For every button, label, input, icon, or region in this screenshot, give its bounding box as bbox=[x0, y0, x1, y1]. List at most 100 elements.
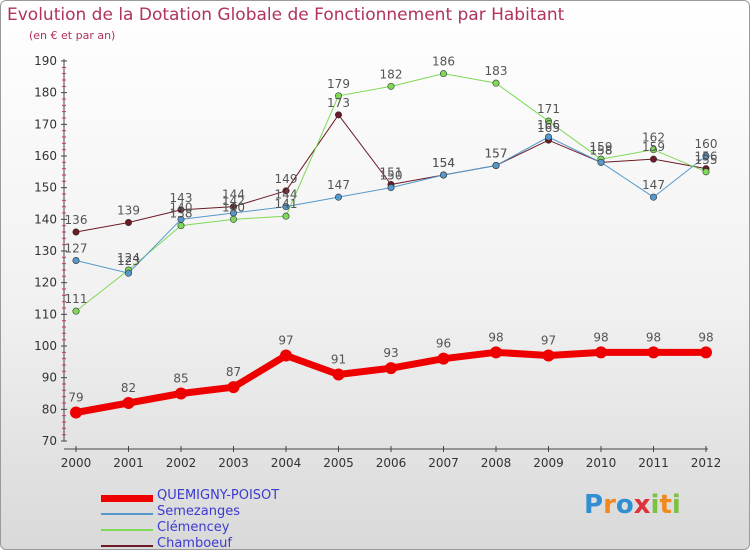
data-label: 159 bbox=[642, 140, 665, 154]
data-point bbox=[492, 79, 500, 87]
data-point bbox=[492, 162, 500, 170]
data-point bbox=[282, 203, 290, 211]
data-point bbox=[280, 349, 292, 362]
data-label: 141 bbox=[275, 197, 298, 211]
data-point bbox=[177, 206, 185, 214]
data-point bbox=[230, 209, 238, 217]
logo-letter: P bbox=[584, 490, 604, 520]
data-label: 140 bbox=[170, 200, 193, 214]
data-label: 160 bbox=[695, 137, 718, 151]
data-point bbox=[230, 215, 238, 223]
data-label: 159 bbox=[590, 140, 613, 154]
data-label: 111 bbox=[65, 292, 88, 306]
data-label: 79 bbox=[68, 391, 83, 405]
data-label: 158 bbox=[590, 143, 613, 157]
data-point bbox=[700, 346, 712, 359]
x-tick-label: 2004 bbox=[271, 456, 302, 470]
data-label: 155 bbox=[695, 153, 718, 167]
data-label: 98 bbox=[698, 330, 713, 344]
x-tick-label: 2009 bbox=[533, 456, 564, 470]
data-point bbox=[125, 219, 133, 227]
x-tick-label: 2005 bbox=[323, 456, 354, 470]
data-point bbox=[385, 362, 397, 375]
data-label: 158 bbox=[590, 143, 613, 157]
legend-label: Semezanges bbox=[157, 504, 240, 519]
data-label: 147 bbox=[327, 178, 350, 192]
logo-letter: o bbox=[615, 490, 634, 520]
data-point bbox=[439, 70, 447, 78]
x-tick-label: 2002 bbox=[166, 456, 197, 470]
data-label: 138 bbox=[170, 207, 193, 221]
data-point bbox=[542, 349, 555, 362]
data-point bbox=[649, 155, 657, 163]
data-point bbox=[334, 193, 342, 201]
legend-label: Clémencey bbox=[157, 520, 230, 535]
logo-letter: i bbox=[671, 490, 681, 520]
data-label: 139 bbox=[117, 204, 140, 218]
x-tick-label: 2011 bbox=[638, 456, 669, 470]
data-label: 162 bbox=[642, 131, 665, 145]
y-tick-label: 90 bbox=[42, 371, 57, 385]
y-tick-label: 190 bbox=[34, 54, 57, 68]
data-label: 147 bbox=[642, 178, 665, 192]
data-label: 157 bbox=[485, 147, 508, 161]
x-tick-label: 2006 bbox=[376, 456, 407, 470]
data-point bbox=[122, 397, 135, 409]
legend-swatch bbox=[101, 545, 153, 547]
axes: 70 80 90 100 110 120 130 140 150 160 170 180 190 2000… bbox=[34, 54, 721, 470]
data-point bbox=[544, 133, 552, 141]
data-label: 144 bbox=[275, 188, 298, 202]
data-label: 127 bbox=[65, 242, 88, 256]
x-tick-label: 2003 bbox=[218, 456, 249, 470]
data-point bbox=[597, 158, 605, 166]
legend-item: QUEMIGNY-POISOT bbox=[101, 488, 401, 506]
legend-swatch bbox=[101, 529, 153, 531]
logo-letter: i bbox=[650, 490, 660, 520]
data-label: 98 bbox=[646, 330, 661, 344]
data-point bbox=[334, 92, 342, 100]
data-label: 154 bbox=[432, 156, 455, 170]
data-point bbox=[334, 111, 342, 119]
data-label: 85 bbox=[173, 372, 188, 386]
data-label: 186 bbox=[432, 55, 455, 69]
data-point bbox=[702, 152, 710, 160]
data-point bbox=[177, 215, 185, 223]
data-label: 171 bbox=[537, 102, 560, 116]
legend-swatch bbox=[101, 494, 153, 502]
data-point bbox=[72, 307, 80, 315]
data-label: 98 bbox=[593, 330, 608, 344]
y-tick-label: 160 bbox=[34, 149, 57, 163]
series-line bbox=[72, 348, 710, 416]
data-label: 136 bbox=[65, 213, 88, 227]
y-tick-label: 110 bbox=[34, 307, 57, 321]
data-label: 143 bbox=[170, 191, 193, 205]
data-label: 183 bbox=[485, 64, 508, 78]
data-point bbox=[437, 352, 450, 365]
logo-letter: r bbox=[603, 490, 616, 520]
data-point bbox=[387, 184, 395, 192]
y-tick-label: 150 bbox=[34, 181, 57, 195]
data-point bbox=[72, 256, 80, 264]
data-point bbox=[175, 387, 187, 400]
data-label: 91 bbox=[331, 353, 346, 367]
chart-title: Evolution de la Dotation Globale de Fonc… bbox=[7, 5, 565, 25]
data-point bbox=[125, 269, 133, 277]
data-label: 182 bbox=[380, 67, 403, 81]
data-label: 96 bbox=[436, 337, 451, 351]
data-label: 165 bbox=[537, 121, 560, 135]
data-label: 150 bbox=[380, 169, 403, 183]
data-label: 123 bbox=[117, 254, 140, 268]
data-point bbox=[490, 346, 502, 359]
legend-item: Chamboeuf bbox=[101, 536, 401, 550]
y-tick-label: 140 bbox=[34, 212, 57, 226]
legend-swatch bbox=[101, 513, 153, 515]
data-point bbox=[647, 346, 660, 359]
data-label: 97 bbox=[278, 334, 293, 348]
data-label: 144 bbox=[222, 188, 245, 202]
data-label: 149 bbox=[275, 172, 298, 186]
series-lines bbox=[72, 73, 710, 416]
legend-label: Chamboeuf bbox=[157, 536, 232, 550]
logo-letter: t bbox=[659, 490, 672, 520]
